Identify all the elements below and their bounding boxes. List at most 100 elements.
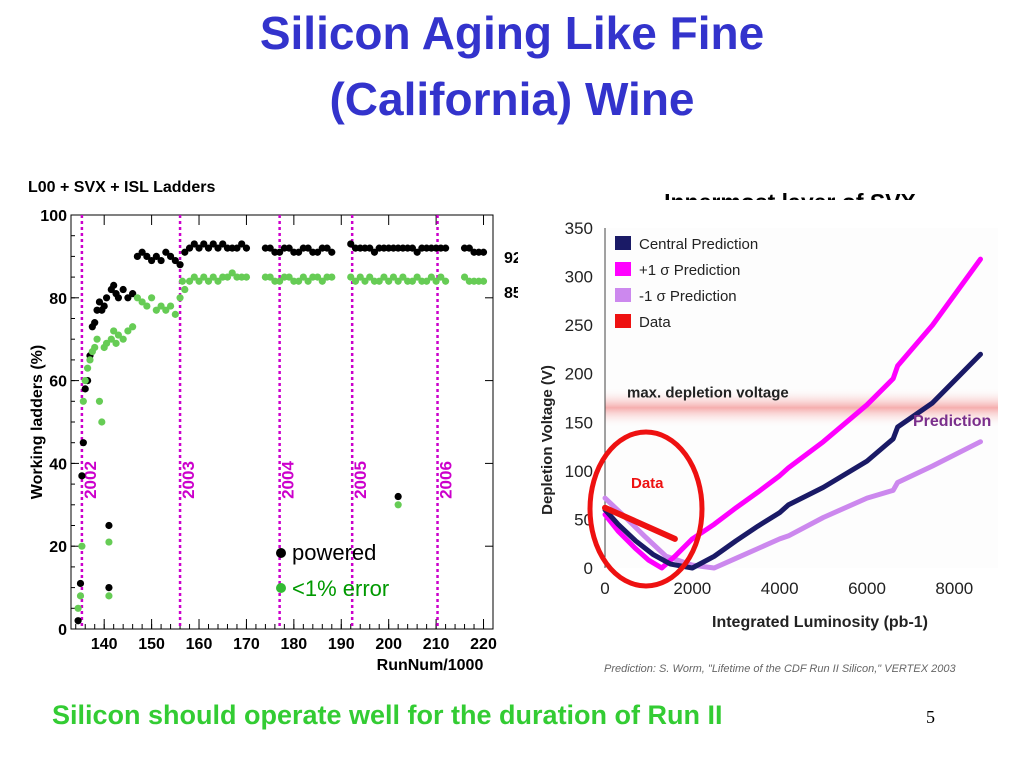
data-point: [304, 244, 312, 252]
data-point: [138, 298, 146, 306]
data-point: [176, 261, 184, 269]
data-point: [98, 418, 106, 426]
data-point: [171, 256, 179, 265]
slide-title-line2: (California) Wine: [329, 73, 695, 125]
data-point: [375, 277, 383, 285]
data-point: [200, 240, 208, 248]
data-point: [238, 240, 246, 248]
data-point: [152, 306, 160, 314]
legend-data-swatch: [615, 314, 631, 328]
data-point: [313, 248, 322, 256]
year-marker-label: 2003: [179, 461, 198, 499]
x-tick-label: 4000: [761, 579, 799, 598]
year-marker-label: 2004: [279, 461, 298, 499]
x-tick-label: 150: [138, 636, 165, 653]
legend-minus-sigma-swatch: [615, 288, 631, 302]
data-point: [214, 277, 222, 285]
data-point: [366, 273, 374, 281]
x-tick-label: 0: [600, 579, 609, 598]
data-point: [119, 285, 127, 294]
data-point: [228, 269, 236, 277]
y-tick-label: 100: [40, 208, 67, 225]
data-point: [408, 277, 416, 285]
legend-plus-sigma-label: +1 σ Prediction: [639, 262, 740, 279]
data-point: [233, 244, 241, 252]
data-point: [112, 339, 120, 347]
data-point: [129, 323, 137, 331]
x-tick-label: 210: [423, 636, 450, 653]
data-point: [166, 252, 175, 260]
data-point: [95, 397, 104, 405]
legend-plus-sigma-swatch: [615, 262, 631, 276]
data-point: [266, 273, 274, 281]
data-point: [285, 244, 293, 252]
data-point: [370, 248, 379, 256]
data-point: [347, 240, 355, 248]
series-error-points: [74, 269, 488, 612]
data-point: [105, 592, 113, 600]
data-point: [299, 273, 307, 281]
data-point: [190, 240, 198, 248]
data-point: [181, 248, 189, 256]
data-point: [81, 385, 89, 393]
data-point: [107, 335, 115, 343]
legend-central-swatch: [615, 236, 631, 250]
data-point: [110, 327, 118, 335]
data-point: [185, 277, 194, 285]
data-point: [185, 244, 194, 252]
year-marker-label: 2005: [351, 461, 370, 499]
x-tick-label: 170: [233, 636, 260, 653]
data-point: [133, 252, 141, 260]
data-point: [408, 244, 416, 252]
right-label-error: 85: [504, 285, 518, 302]
x-tick-label: 160: [186, 636, 213, 653]
data-point: [399, 273, 407, 281]
y-tick-label: 0: [584, 559, 593, 578]
data-point: [394, 277, 402, 285]
data-point: [76, 579, 85, 588]
max-depletion-label: max. depletion voltage: [627, 385, 789, 402]
data-point: [385, 277, 393, 285]
data-point: [328, 248, 336, 256]
data-point: [285, 273, 293, 281]
data-point: [219, 240, 227, 248]
data-point: [276, 277, 284, 285]
depletion-chart: Innermost layer of SVX max. depletion vo…: [520, 189, 1020, 680]
x-tick-label: 190: [328, 636, 355, 653]
data-point: [479, 277, 488, 285]
data-point: [356, 273, 364, 281]
data-point: [102, 339, 111, 347]
data-point: [138, 248, 146, 256]
legend: Central Prediction +1 σ Prediction -1 σ …: [615, 236, 758, 331]
data-point: [460, 273, 469, 281]
data-point: [100, 302, 108, 310]
data-point: [441, 277, 450, 285]
series-line: [602, 504, 678, 542]
data-point: [105, 538, 113, 546]
y-tick-label: 250: [565, 316, 593, 335]
data-point: [380, 273, 388, 281]
y-tick-label: 300: [565, 268, 593, 287]
slide-title-line1: Silicon Aging Like Fine: [259, 7, 765, 59]
slide-footer: Silicon should operate well for the dura…: [52, 700, 723, 730]
x-tick-label: 140: [91, 636, 118, 653]
depletion-x-axis-label: Integrated Luminosity (pb-1): [712, 614, 928, 631]
ladders-y-axis-label: Working ladders (%): [29, 345, 46, 499]
y-tick-label: 100: [565, 462, 593, 481]
series-line: [602, 351, 983, 571]
data-annotation: Data: [631, 475, 664, 492]
data-point: [95, 298, 104, 306]
prediction-annotation: Prediction: [913, 413, 991, 430]
legend-powered-label: powered: [292, 540, 376, 565]
data-point: [91, 343, 99, 352]
data-point: [105, 584, 113, 592]
data-point: [209, 240, 217, 248]
data-point: [78, 542, 86, 550]
data-point: [242, 273, 251, 281]
data-point: [83, 364, 92, 372]
series-line: [602, 439, 983, 571]
data-point: [152, 252, 160, 260]
data-point: [432, 277, 440, 285]
data-point: [294, 248, 303, 256]
data-point: [427, 273, 435, 281]
